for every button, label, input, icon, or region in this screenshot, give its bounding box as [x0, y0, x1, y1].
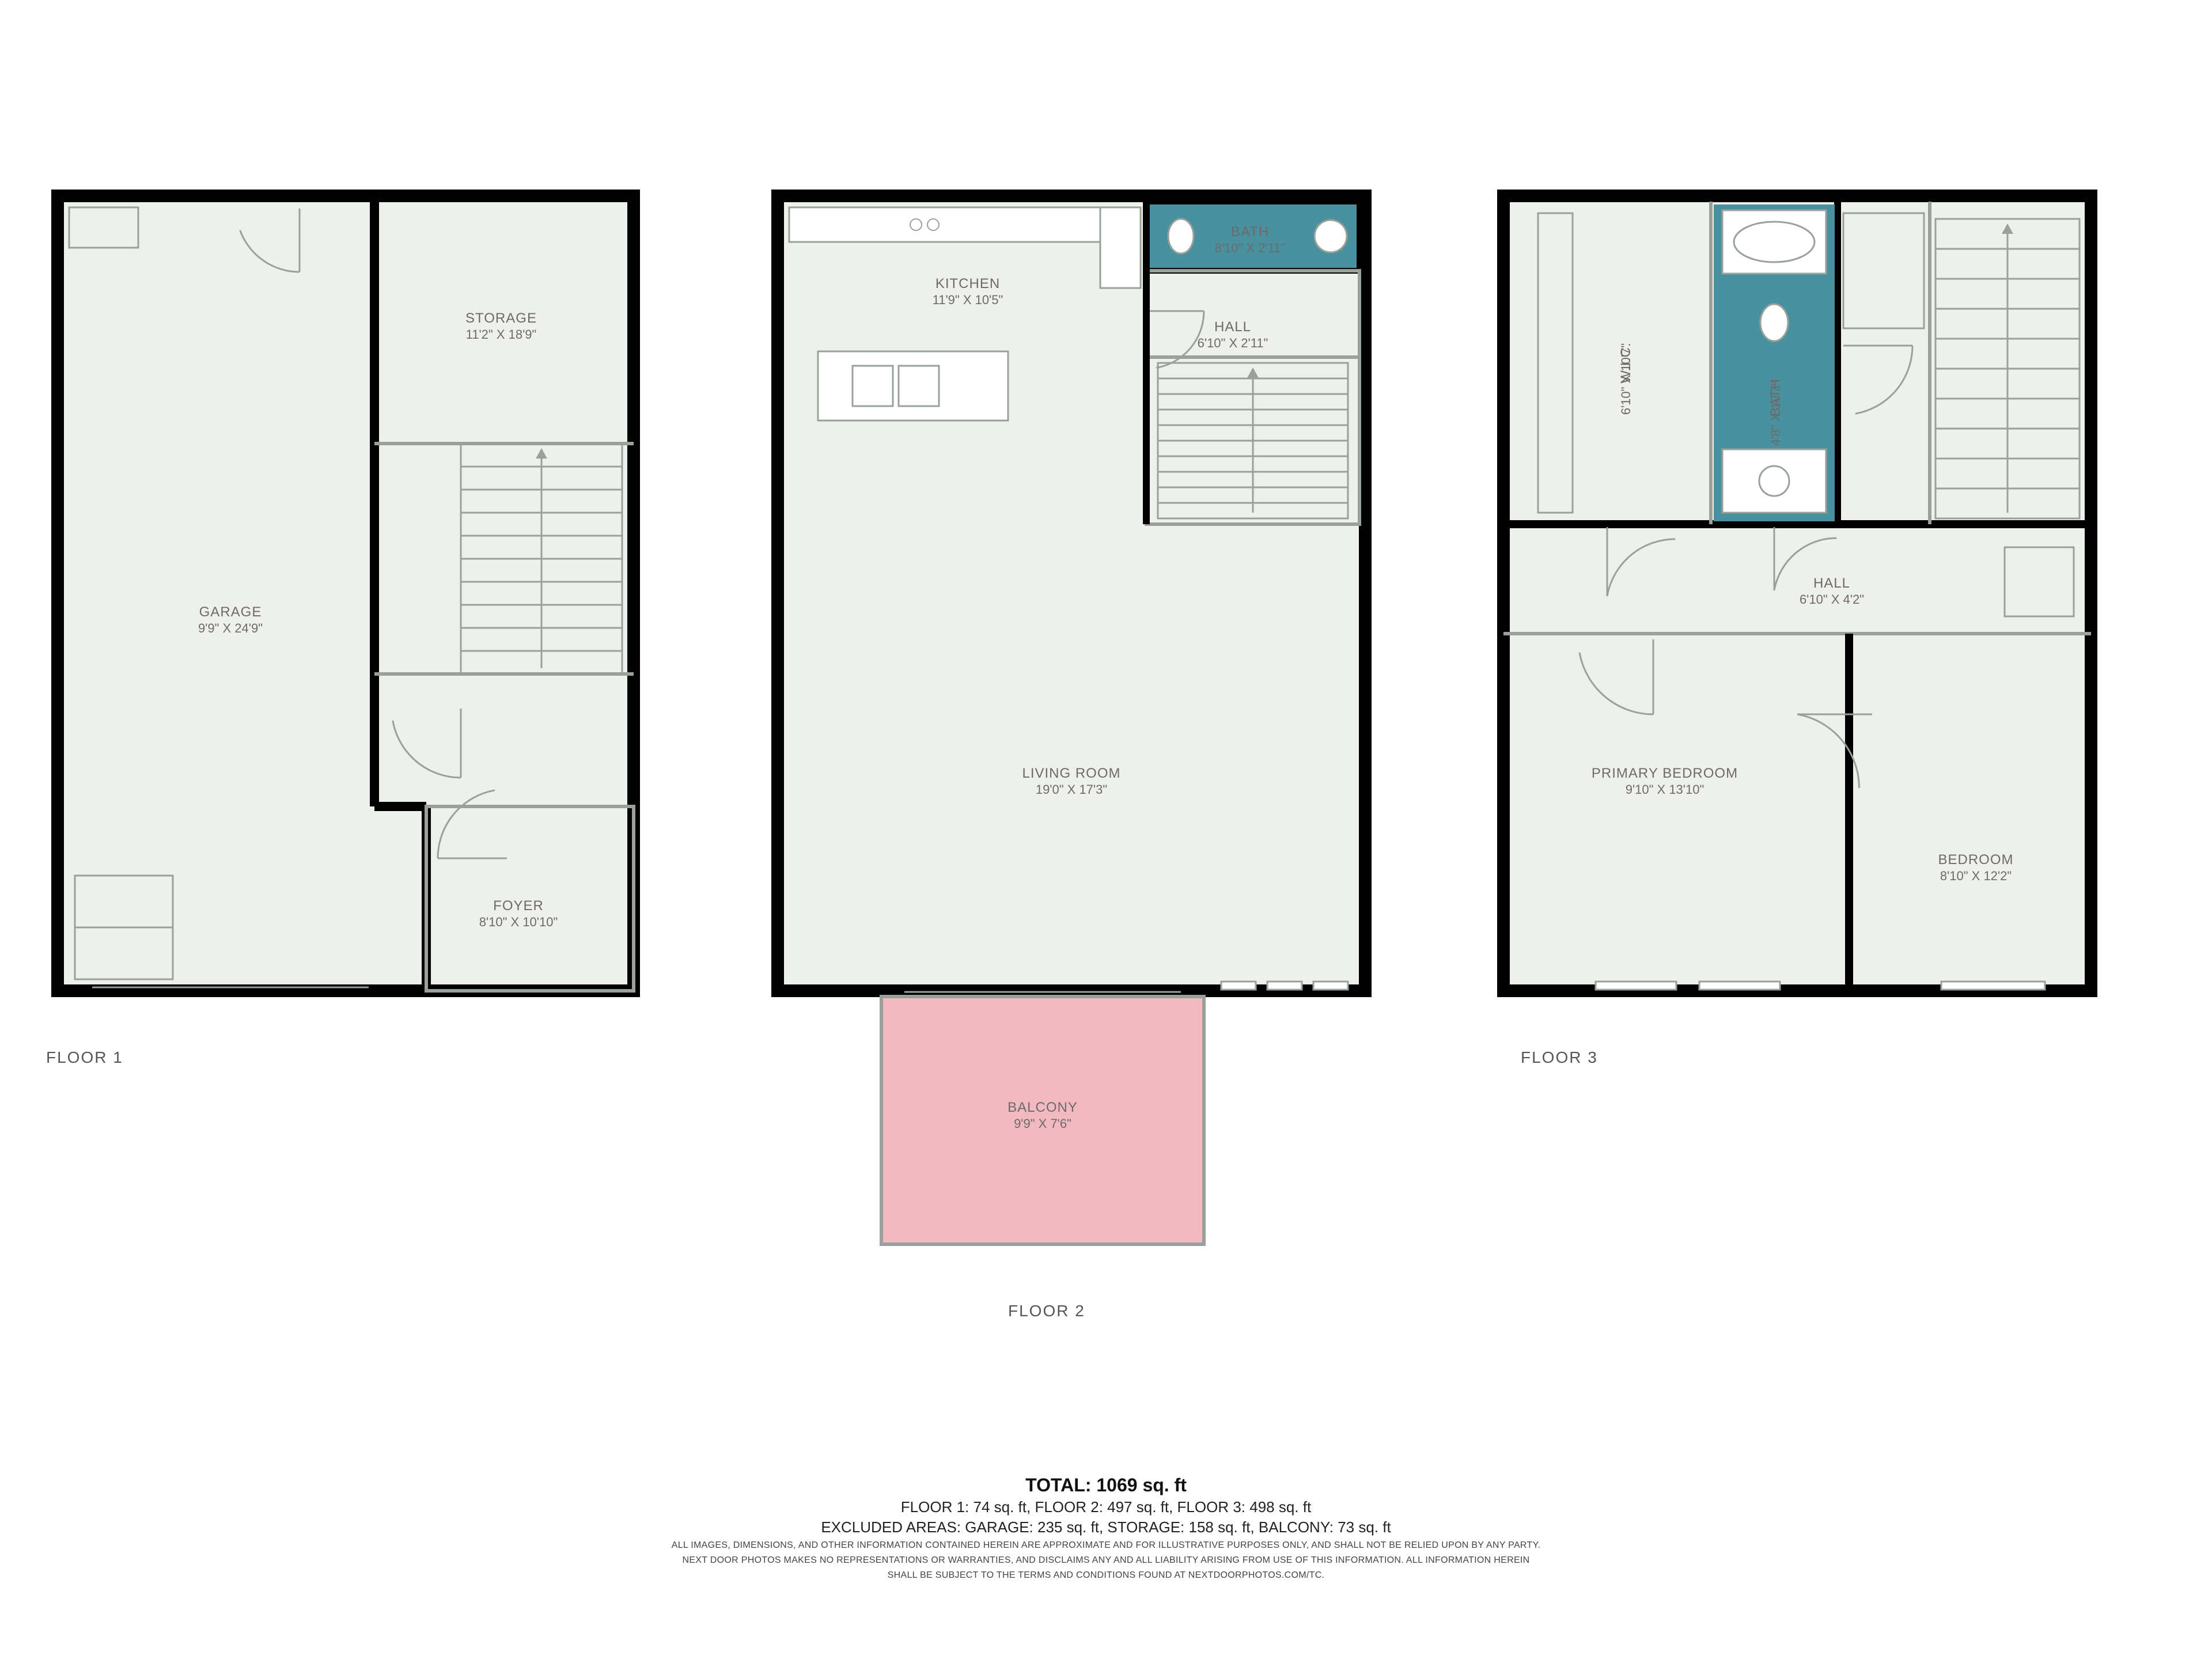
plan-svg: GARAGE9'9" X 24'9" STORAGE11'2" X 18'9" FO… [0, 0, 2212, 1659]
svg-text:8'10" X 12'2": 8'10" X 12'2" [1940, 869, 2012, 883]
floor1-group: GARAGE9'9" X 24'9" STORAGE11'2" X 18'9" FO… [58, 196, 634, 991]
svg-text:PRIMARY BEDROOM: PRIMARY BEDROOM [1592, 766, 1738, 781]
floor2-title: FLOOR 2 [1008, 1302, 1085, 1320]
svg-text:6'10" X 4'2": 6'10" X 4'2" [1800, 592, 1864, 607]
svg-text:6'10" X 10'7": 6'10" X 10'7" [1619, 343, 1633, 415]
footer-line2: EXCLUDED AREAS: GARAGE: 235 sq. ft, STOR… [0, 1518, 2212, 1536]
svg-text:8'10" X 10'10": 8'10" X 10'10" [479, 915, 558, 929]
floor1-title: FLOOR 1 [46, 1048, 123, 1067]
floor3-group: W.I.C.6'10" X 10'7"BATH4'8" X 10'7"HALL6… [1503, 196, 2091, 991]
svg-text:9'10" X 13'10": 9'10" X 13'10" [1626, 782, 1705, 797]
svg-text:BALCONY: BALCONY [1007, 1100, 1078, 1115]
footer: TOTAL: 1069 sq. ft FLOOR 1: 74 sq. ft, F… [0, 1475, 2212, 1581]
svg-text:8'10" X 2'11": 8'10" X 2'11" [1215, 241, 1286, 255]
svg-text:BATH: BATH [1231, 224, 1269, 240]
floor3-title: FLOOR 3 [1521, 1048, 1598, 1067]
footer-fine1: ALL IMAGES, DIMENSIONS, AND OTHER INFORM… [0, 1540, 2212, 1551]
svg-text:19'0" X 17'3": 19'0" X 17'3" [1036, 782, 1107, 797]
footer-line1: FLOOR 1: 74 sq. ft, FLOOR 2: 497 sq. ft,… [0, 1498, 2212, 1516]
svg-text:HALL: HALL [1813, 575, 1850, 591]
svg-text:LIVING ROOM: LIVING ROOM [1022, 766, 1120, 781]
svg-text:GARAGE: GARAGE [199, 604, 262, 620]
svg-text:KITCHEN: KITCHEN [935, 276, 1000, 291]
floorplan-canvas: GARAGE9'9" X 24'9" STORAGE11'2" X 18'9" FO… [0, 0, 2212, 1659]
floor2-group: KITCHEN 11'9" X 10'5" BATH8'10" X 2'11" HAL… [778, 196, 1365, 1244]
svg-text:HALL: HALL [1214, 319, 1251, 335]
svg-text:FOYER: FOYER [493, 898, 544, 914]
svg-text:BEDROOM: BEDROOM [1938, 852, 2013, 868]
svg-text:6'10" X 2'11": 6'10" X 2'11" [1198, 336, 1268, 350]
svg-text:9'9" X 7'6": 9'9" X 7'6" [1014, 1116, 1071, 1131]
svg-text:11'2" X 18'9": 11'2" X 18'9" [466, 327, 537, 342]
footer-fine3: SHALL BE SUBJECT TO THE TERMS AND CONDIT… [0, 1570, 2212, 1581]
footer-total: TOTAL: 1069 sq. ft [0, 1475, 2212, 1496]
footer-fine2: NEXT DOOR PHOTOS MAKES NO REPRESENTATION… [0, 1555, 2212, 1566]
svg-text:11'9" X 10'5": 11'9" X 10'5" [933, 293, 1003, 307]
svg-text:4'8" X 10'7": 4'8" X 10'7" [1768, 381, 1783, 446]
svg-text:9'9" X 24'9": 9'9" X 24'9" [198, 621, 263, 635]
svg-text:STORAGE: STORAGE [465, 310, 537, 326]
